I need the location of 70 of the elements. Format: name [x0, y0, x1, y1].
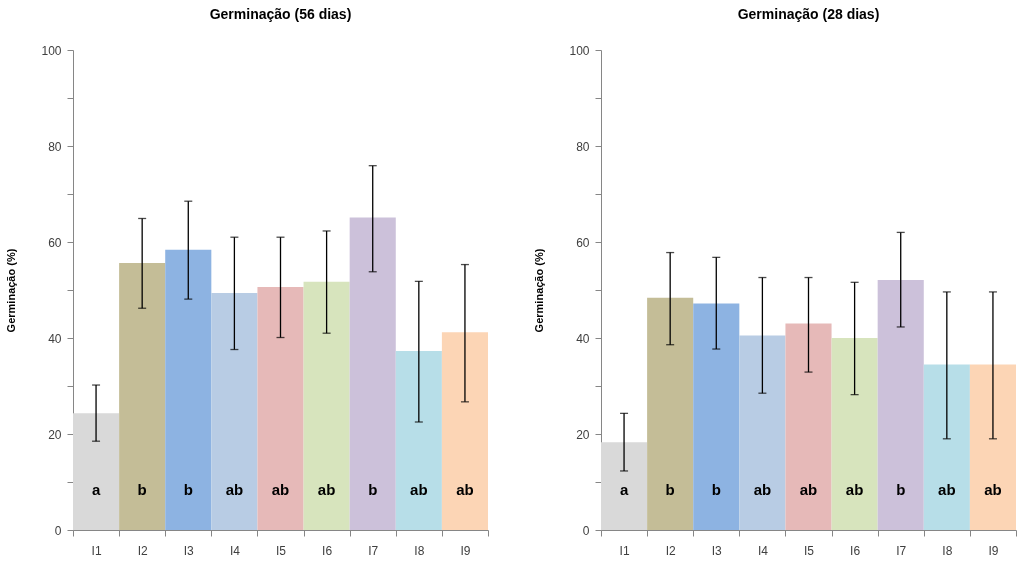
y-tick-label: 40: [48, 331, 62, 346]
bar: [165, 249, 212, 530]
bar: [257, 287, 304, 530]
chart-title: Germinação (56 dias): [209, 6, 352, 22]
bar: [349, 217, 396, 530]
chart-title: Germinação (28 dias): [737, 6, 880, 22]
data-label: a: [91, 481, 101, 498]
data-label: ab: [225, 481, 244, 498]
bar: [73, 413, 120, 530]
x-tick-label: I3: [183, 543, 195, 558]
y-axis-title: Germinação (%): [533, 248, 546, 333]
y-tick-label: 100: [569, 43, 590, 58]
y-tick-label: 100: [41, 43, 62, 58]
data-label: ab: [938, 481, 956, 498]
data-label: b: [665, 481, 675, 498]
data-label: ab: [271, 481, 290, 498]
y-tick-label: 0: [582, 523, 590, 538]
data-label: ab: [410, 481, 428, 498]
x-tick-label: I4: [757, 543, 769, 558]
x-tick-label: I8: [942, 543, 953, 558]
bar: [211, 292, 258, 530]
x-tick-label: I7: [368, 543, 379, 558]
x-tick-label: I6: [850, 543, 861, 558]
data-label: ab: [984, 481, 1002, 498]
y-tick-label: 0: [54, 523, 62, 538]
x-tick-label: I9: [988, 543, 999, 558]
y-axis-title: Germinação (%): [5, 248, 18, 333]
data-label: b: [183, 481, 193, 498]
x-tick-label: I5: [803, 543, 815, 558]
data-label: ab: [456, 481, 474, 498]
y-tick-label: 60: [48, 235, 62, 250]
bar: [441, 332, 488, 530]
data-label: ab: [753, 481, 772, 498]
x-tick-label: I6: [322, 543, 333, 558]
data-label: ab: [845, 481, 864, 498]
x-tick-label: I5: [275, 543, 287, 558]
x-tick-label: I2: [665, 543, 676, 558]
bar: [303, 281, 350, 530]
data-label: b: [896, 481, 906, 498]
y-tick-label: 20: [48, 427, 62, 442]
bar: [785, 323, 832, 530]
data-label: a: [619, 481, 629, 498]
data-label: b: [137, 481, 147, 498]
data-label: ab: [317, 481, 336, 498]
x-tick-label: I1: [91, 543, 102, 558]
bar: [877, 279, 924, 530]
y-tick-label: 80: [576, 139, 590, 154]
y-tick-label: 60: [576, 235, 590, 250]
x-tick-label: I4: [229, 543, 241, 558]
bar: [969, 364, 1016, 530]
data-label: b: [711, 481, 721, 498]
y-tick-label: 20: [576, 427, 590, 442]
data-label: b: [368, 481, 378, 498]
bar: [693, 303, 740, 530]
bar: [923, 364, 970, 530]
bar: [739, 335, 786, 530]
bar: [395, 350, 442, 530]
x-tick-label: I7: [896, 543, 907, 558]
bar: [601, 442, 648, 530]
y-tick-label: 40: [576, 331, 590, 346]
bar: [647, 297, 694, 530]
x-tick-label: I1: [619, 543, 630, 558]
x-tick-label: I2: [137, 543, 148, 558]
y-tick-label: 80: [48, 139, 62, 154]
x-tick-label: I8: [414, 543, 425, 558]
bar: [119, 263, 166, 530]
data-label: ab: [799, 481, 818, 498]
x-tick-label: I9: [460, 543, 471, 558]
x-tick-label: I3: [711, 543, 723, 558]
bar: [831, 338, 878, 530]
